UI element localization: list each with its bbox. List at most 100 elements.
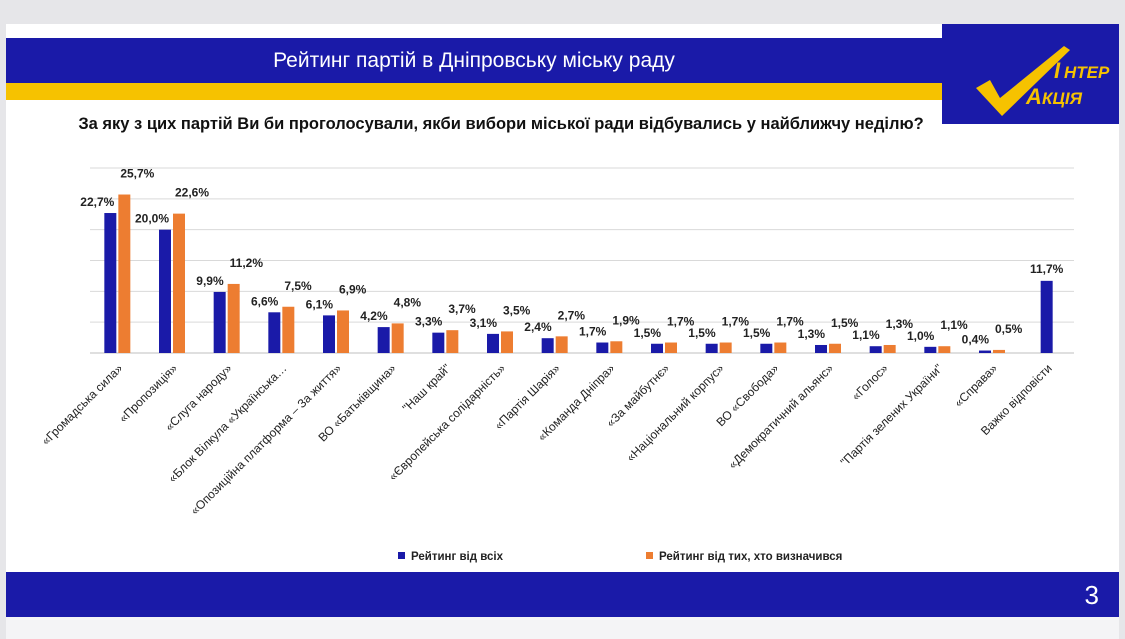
category-label-16: «Справа» xyxy=(951,361,1000,410)
logo: І НТЕР А КЦІЯ xyxy=(942,24,1119,124)
bar-all-9 xyxy=(596,342,609,353)
slide: Рейтинг партій в Дніпровську міську раду… xyxy=(6,24,1119,639)
data-label-decided-16: 0,5% xyxy=(995,322,1023,336)
data-label-all-14: 1,1% xyxy=(852,328,880,342)
legend-label-decided: Рейтинг від тих, хто визначився xyxy=(659,551,843,563)
category-label-15: "Партія зелених України" xyxy=(838,361,946,469)
data-label-decided-4: 6,9% xyxy=(339,282,367,296)
data-label-decided-8: 2,7% xyxy=(558,308,586,322)
bar-decided-13 xyxy=(829,343,841,353)
logo-letter-a: А xyxy=(1025,84,1042,109)
bar-all-2 xyxy=(213,291,226,353)
bar-all-14 xyxy=(869,346,882,353)
bar-all-1 xyxy=(159,229,171,353)
data-label-decided-0: 25,7% xyxy=(120,167,154,181)
bar-all-7 xyxy=(487,333,499,353)
legend-swatch-all xyxy=(398,552,405,559)
data-label-all-2: 9,9% xyxy=(196,274,224,288)
data-label-decided-2: 11,2% xyxy=(230,256,264,270)
data-label-all-6: 3,3% xyxy=(415,315,443,329)
bar-decided-11 xyxy=(719,342,732,353)
bar-all-4 xyxy=(323,315,335,353)
legend-swatch-decided xyxy=(646,552,653,559)
logo-text-bottom: КЦІЯ xyxy=(1042,89,1083,108)
bar-all-10 xyxy=(651,343,663,353)
bar-all-12 xyxy=(760,343,773,353)
category-label-14: «Голос» xyxy=(849,361,891,403)
data-label-all-9: 1,7% xyxy=(579,325,607,339)
data-label-decided-10: 1,7% xyxy=(667,315,695,329)
header-banner xyxy=(6,38,942,83)
category-label-7: «Європейська солідарність» xyxy=(386,361,509,484)
data-label-decided-9: 1,9% xyxy=(612,313,640,327)
data-label-all-11: 1,5% xyxy=(688,326,716,340)
data-label-decided-11: 1,7% xyxy=(722,315,750,329)
data-label-all-3: 6,6% xyxy=(251,294,279,308)
bar-all-8 xyxy=(541,338,554,353)
bar-decided-9 xyxy=(610,341,623,353)
bar-decided-5 xyxy=(391,323,404,353)
data-label-decided-13: 1,5% xyxy=(831,316,859,330)
logo-text-top: НТЕР xyxy=(1064,63,1110,82)
footer-banner xyxy=(6,572,1119,617)
page-title: Рейтинг партій в Дніпровську міську раду xyxy=(273,49,675,72)
legend-label-all: Рейтинг від всіх xyxy=(411,551,504,563)
bar-decided-16 xyxy=(993,349,1005,353)
data-label-decided-15: 1,1% xyxy=(940,318,968,332)
bar-all-5 xyxy=(377,327,390,353)
logo-checkmark-icon: І НТЕР А КЦІЯ xyxy=(976,46,1110,116)
chart-title: За яку з цих партій Ви би проголосували,… xyxy=(78,115,924,133)
data-label-decided-6: 3,7% xyxy=(448,302,476,316)
bar-decided-8 xyxy=(555,336,568,353)
header-stripe xyxy=(6,83,942,100)
data-label-all-16: 0,4% xyxy=(962,333,990,347)
category-label-0: «Громадська сила» xyxy=(39,361,126,448)
data-label-all-1: 20,0% xyxy=(135,212,169,226)
data-label-decided-3: 7,5% xyxy=(284,279,312,293)
data-label-all-17: 11,7% xyxy=(1030,262,1064,276)
bar-all-6 xyxy=(432,332,445,353)
data-label-decided-1: 22,6% xyxy=(175,186,209,200)
bar-all-3 xyxy=(268,312,281,353)
bar-all-17 xyxy=(1040,280,1053,353)
bar-decided-12 xyxy=(774,342,787,353)
data-label-all-7: 3,1% xyxy=(470,316,498,330)
bar-decided-0 xyxy=(118,194,131,353)
data-label-all-15: 1,0% xyxy=(907,329,935,343)
bar-all-16 xyxy=(979,350,991,353)
data-label-decided-5: 4,8% xyxy=(394,295,422,309)
bar-decided-14 xyxy=(883,344,896,353)
data-label-all-4: 6,1% xyxy=(306,297,334,311)
data-label-all-10: 1,5% xyxy=(634,326,662,340)
data-label-decided-7: 3,5% xyxy=(503,303,531,317)
data-label-all-12: 1,5% xyxy=(743,326,771,340)
bottom-strip xyxy=(6,617,1119,639)
chart-legend: Рейтинг від всіх Рейтинг від тих, хто ви… xyxy=(6,549,1119,567)
bar-all-15 xyxy=(924,346,937,353)
data-label-all-8: 2,4% xyxy=(524,320,552,334)
legend-item-all: Рейтинг від всіх xyxy=(398,549,503,565)
bar-decided-10 xyxy=(665,342,677,353)
bar-chart: 22,7%25,7%«Громадська сила»20,0%22,6%«Пр… xyxy=(39,167,1074,518)
data-label-all-13: 1,3% xyxy=(798,327,826,341)
logo-letter-i: І xyxy=(1054,58,1061,83)
legend-item-decided: Рейтинг від тих, хто визначився xyxy=(646,549,842,565)
bar-decided-1 xyxy=(173,213,185,353)
data-label-all-5: 4,2% xyxy=(360,309,388,323)
bar-decided-3 xyxy=(282,306,295,353)
bar-decided-7 xyxy=(501,331,513,353)
bar-decided-4 xyxy=(337,310,349,353)
data-label-all-0: 22,7% xyxy=(80,195,114,209)
bar-all-11 xyxy=(705,343,718,353)
bar-all-13 xyxy=(815,344,827,353)
category-label-11: «Національний корпус» xyxy=(624,361,727,464)
bar-decided-2 xyxy=(227,283,240,353)
data-label-decided-14: 1,3% xyxy=(886,317,914,331)
page-number: 3 xyxy=(1084,580,1099,610)
bar-decided-15 xyxy=(938,346,951,353)
bar-decided-6 xyxy=(446,330,459,353)
category-label-13: «Демократичний альянс» xyxy=(726,361,837,472)
category-label-6: "Наш край" xyxy=(400,361,454,415)
data-label-decided-12: 1,7% xyxy=(776,315,804,329)
bar-all-0 xyxy=(104,213,117,353)
